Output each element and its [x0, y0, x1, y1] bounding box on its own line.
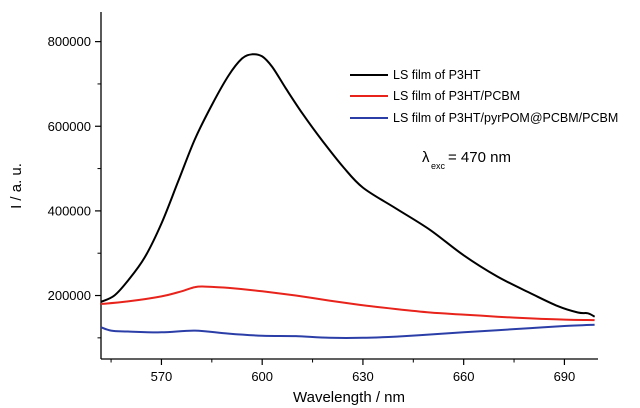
ticks — [95, 41, 566, 365]
y-tick-label: 600000 — [48, 119, 91, 134]
annotation-lambda: λ — [422, 149, 430, 166]
x-axis-title: Wavelength / nm — [293, 389, 405, 406]
x-tick-label: 660 — [453, 369, 475, 384]
series-line-p3ht — [100, 53, 596, 318]
legend-label-p3ht-pcbm: LS film of P3HT/PCBM — [393, 89, 520, 103]
annotation-subscript: exc — [431, 161, 446, 171]
y-tick-label: 400000 — [48, 203, 91, 218]
y-axis-title: I / a. u. — [8, 163, 25, 209]
x-tick-label: 600 — [251, 369, 273, 384]
x-tick-label: 570 — [151, 369, 173, 384]
y-tick-label: 200000 — [48, 288, 91, 303]
annotation-value: = 470 nm — [448, 149, 511, 166]
x-tick-label: 690 — [554, 369, 576, 384]
legend-label-p3ht-pyrpom: LS film of P3HT/pyrPOM@PCBM/PCBM — [393, 111, 618, 125]
series-group — [100, 53, 596, 340]
legend-label-p3ht: LS film of P3HT — [393, 68, 481, 82]
tick-labels: 570 600 630 660 690 200000 400000 600000 800000 — [48, 34, 576, 384]
y-tick-label: 800000 — [48, 34, 91, 49]
legend: LS film of P3HT LS film of P3HT/PCBM LS … — [350, 68, 618, 125]
series-line-p3ht-pcbm — [100, 285, 595, 322]
excitation-annotation: λ exc = 470 nm — [422, 149, 511, 171]
series-line-p3ht-pyrpom — [100, 323, 595, 340]
x-tick-label: 630 — [352, 369, 374, 384]
